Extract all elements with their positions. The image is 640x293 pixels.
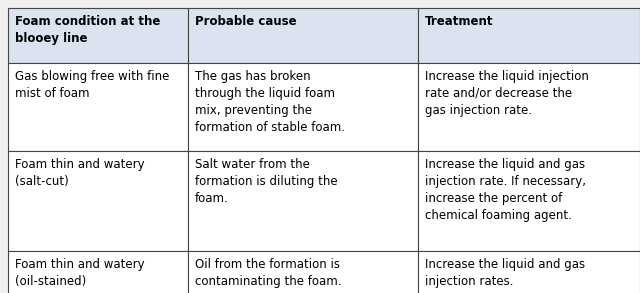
Text: Oil from the formation is
contaminating the foam.: Oil from the formation is contaminating … bbox=[195, 258, 342, 288]
Text: Increase the liquid and gas
injection rate. If necessary,
increase the percent o: Increase the liquid and gas injection ra… bbox=[425, 158, 586, 222]
Bar bbox=[418, 151, 640, 251]
Text: Probable cause: Probable cause bbox=[195, 15, 296, 28]
Bar bbox=[188, 8, 418, 63]
Text: Increase the liquid and gas
injection rates.: Increase the liquid and gas injection ra… bbox=[425, 258, 585, 288]
Bar bbox=[8, 251, 188, 293]
Bar bbox=[8, 8, 188, 63]
Bar bbox=[188, 251, 418, 293]
Text: Foam thin and watery
(salt-cut): Foam thin and watery (salt-cut) bbox=[15, 158, 145, 188]
Bar bbox=[418, 251, 640, 293]
Text: Foam thin and watery
(oil-stained): Foam thin and watery (oil-stained) bbox=[15, 258, 145, 288]
Text: Salt water from the
formation is diluting the
foam.: Salt water from the formation is dilutin… bbox=[195, 158, 338, 205]
Bar bbox=[8, 63, 188, 151]
Text: Foam condition at the
blooey line: Foam condition at the blooey line bbox=[15, 15, 161, 45]
Text: Treatment: Treatment bbox=[425, 15, 493, 28]
Bar bbox=[188, 151, 418, 251]
Bar bbox=[8, 151, 188, 251]
Text: Gas blowing free with fine
mist of foam: Gas blowing free with fine mist of foam bbox=[15, 70, 170, 100]
Text: The gas has broken
through the liquid foam
mix, preventing the
formation of stab: The gas has broken through the liquid fo… bbox=[195, 70, 345, 134]
Bar bbox=[418, 8, 640, 63]
Text: Increase the liquid injection
rate and/or decrease the
gas injection rate.: Increase the liquid injection rate and/o… bbox=[425, 70, 589, 117]
Bar bbox=[418, 63, 640, 151]
Bar bbox=[188, 63, 418, 151]
